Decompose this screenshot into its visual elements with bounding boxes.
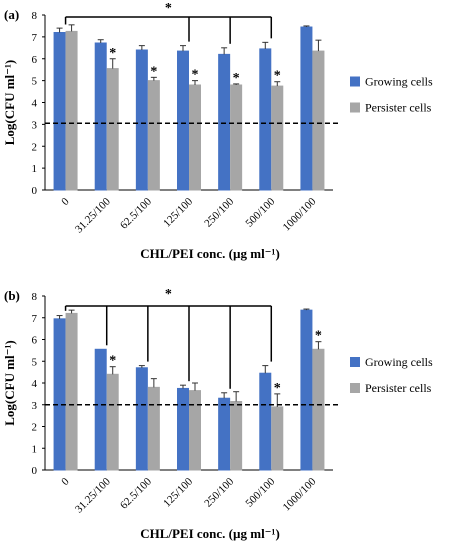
legend-label: Persister cells [365, 381, 432, 395]
bar-persister-0 [65, 312, 78, 471]
significance-star: * [233, 71, 240, 86]
y-tick-label: 3 [32, 400, 38, 412]
legend-swatch-persister [350, 383, 360, 393]
y-tick-label: 4 [32, 378, 38, 390]
x-tick-label: 0 [59, 195, 72, 208]
bar-growing-3 [177, 50, 189, 191]
bar-persister-4 [230, 400, 243, 471]
legend-label: Growing cells [365, 355, 433, 369]
bar-persister-5 [271, 406, 284, 471]
bar-persister-4 [230, 84, 243, 191]
x-tick-label: 125/100 [161, 195, 195, 229]
significance-star: * [274, 69, 281, 84]
bar-growing-5 [259, 372, 272, 471]
bar-growing-1 [94, 348, 107, 471]
legend-label: Growing cells [365, 75, 433, 89]
bar-growing-2 [135, 367, 148, 471]
x-tick-label: 1000/100 [281, 195, 319, 233]
bar-persister-3 [189, 84, 201, 191]
y-tick-label: 4 [32, 98, 38, 110]
bar-growing-6 [300, 309, 313, 471]
bracket-star: * [165, 1, 172, 16]
x-tick-label: 1000/100 [281, 475, 319, 513]
bar-persister-6 [312, 50, 325, 191]
x-tick-label: 500/100 [243, 195, 277, 229]
legend-swatch-persister [350, 102, 360, 113]
bar-growing-2 [135, 49, 148, 191]
significance-star: * [192, 68, 199, 83]
y-tick-label: 0 [32, 465, 38, 477]
x-tick-label: 125/100 [161, 475, 195, 509]
bar-growing-0 [53, 318, 66, 471]
x-axis-title: CHL/PEI conc. (µg ml⁻¹) [140, 246, 280, 261]
y-tick-label: 3 [32, 119, 38, 131]
bar-growing-3 [177, 387, 189, 471]
bar-growing-5 [259, 48, 272, 191]
y-tick-label: 5 [32, 76, 38, 88]
y-tick-label: 2 [32, 141, 38, 153]
y-tick-label: 1 [32, 163, 38, 175]
significance-star: * [109, 46, 116, 61]
y-tick-label: 6 [32, 54, 38, 66]
bar-persister-6 [312, 348, 325, 471]
x-tick-label: 0 [59, 475, 72, 488]
bracket-star: * [165, 287, 172, 302]
x-tick-label: 31.25/100 [73, 195, 113, 235]
x-tick-label: 62.5/100 [118, 195, 154, 231]
bar-persister-2 [147, 386, 160, 471]
y-tick-label: 1 [32, 443, 38, 455]
legend-swatch-growing [350, 76, 360, 87]
bar-growing-4 [218, 397, 231, 471]
panel-label: (b) [4, 288, 20, 303]
y-tick-label: 8 [32, 291, 38, 303]
significance-star: * [150, 64, 157, 79]
x-tick-label: 250/100 [202, 195, 236, 229]
x-tick-label: 31.25/100 [73, 475, 113, 515]
significance-star: * [109, 354, 116, 369]
x-tick-label: 62.5/100 [118, 475, 154, 511]
panel-label: (a) [4, 7, 19, 22]
y-tick-label: 7 [32, 32, 38, 44]
x-axis-title: CHL/PEI conc. (µg ml⁻¹) [140, 526, 280, 541]
bar-persister-5 [271, 85, 284, 191]
bar-persister-3 [189, 390, 201, 471]
y-tick-label: 6 [32, 335, 38, 347]
y-tick-label: 0 [32, 185, 38, 197]
bar-persister-0 [65, 30, 78, 191]
bar-growing-4 [218, 53, 231, 191]
bar-persister-2 [147, 80, 160, 191]
bar-growing-0 [53, 32, 66, 191]
bar-persister-1 [106, 373, 119, 471]
bar-persister-1 [106, 68, 119, 191]
bar-growing-1 [94, 42, 107, 191]
y-tick-label: 8 [32, 10, 38, 22]
x-tick-label: 250/100 [202, 475, 236, 509]
y-tick-label: 2 [32, 422, 38, 434]
x-tick-label: 500/100 [243, 475, 277, 509]
y-tick-label: 7 [32, 313, 38, 325]
significance-star: * [274, 381, 281, 396]
y-tick-label: 5 [32, 356, 38, 368]
y-axis-title: Log(CFU ml⁻¹) [2, 60, 17, 146]
legend-swatch-growing [350, 357, 360, 367]
significance-star: * [315, 329, 322, 344]
y-axis-title: Log(CFU ml⁻¹) [2, 340, 17, 426]
bar-growing-6 [300, 26, 313, 191]
legend-label: Persister cells [365, 101, 432, 115]
